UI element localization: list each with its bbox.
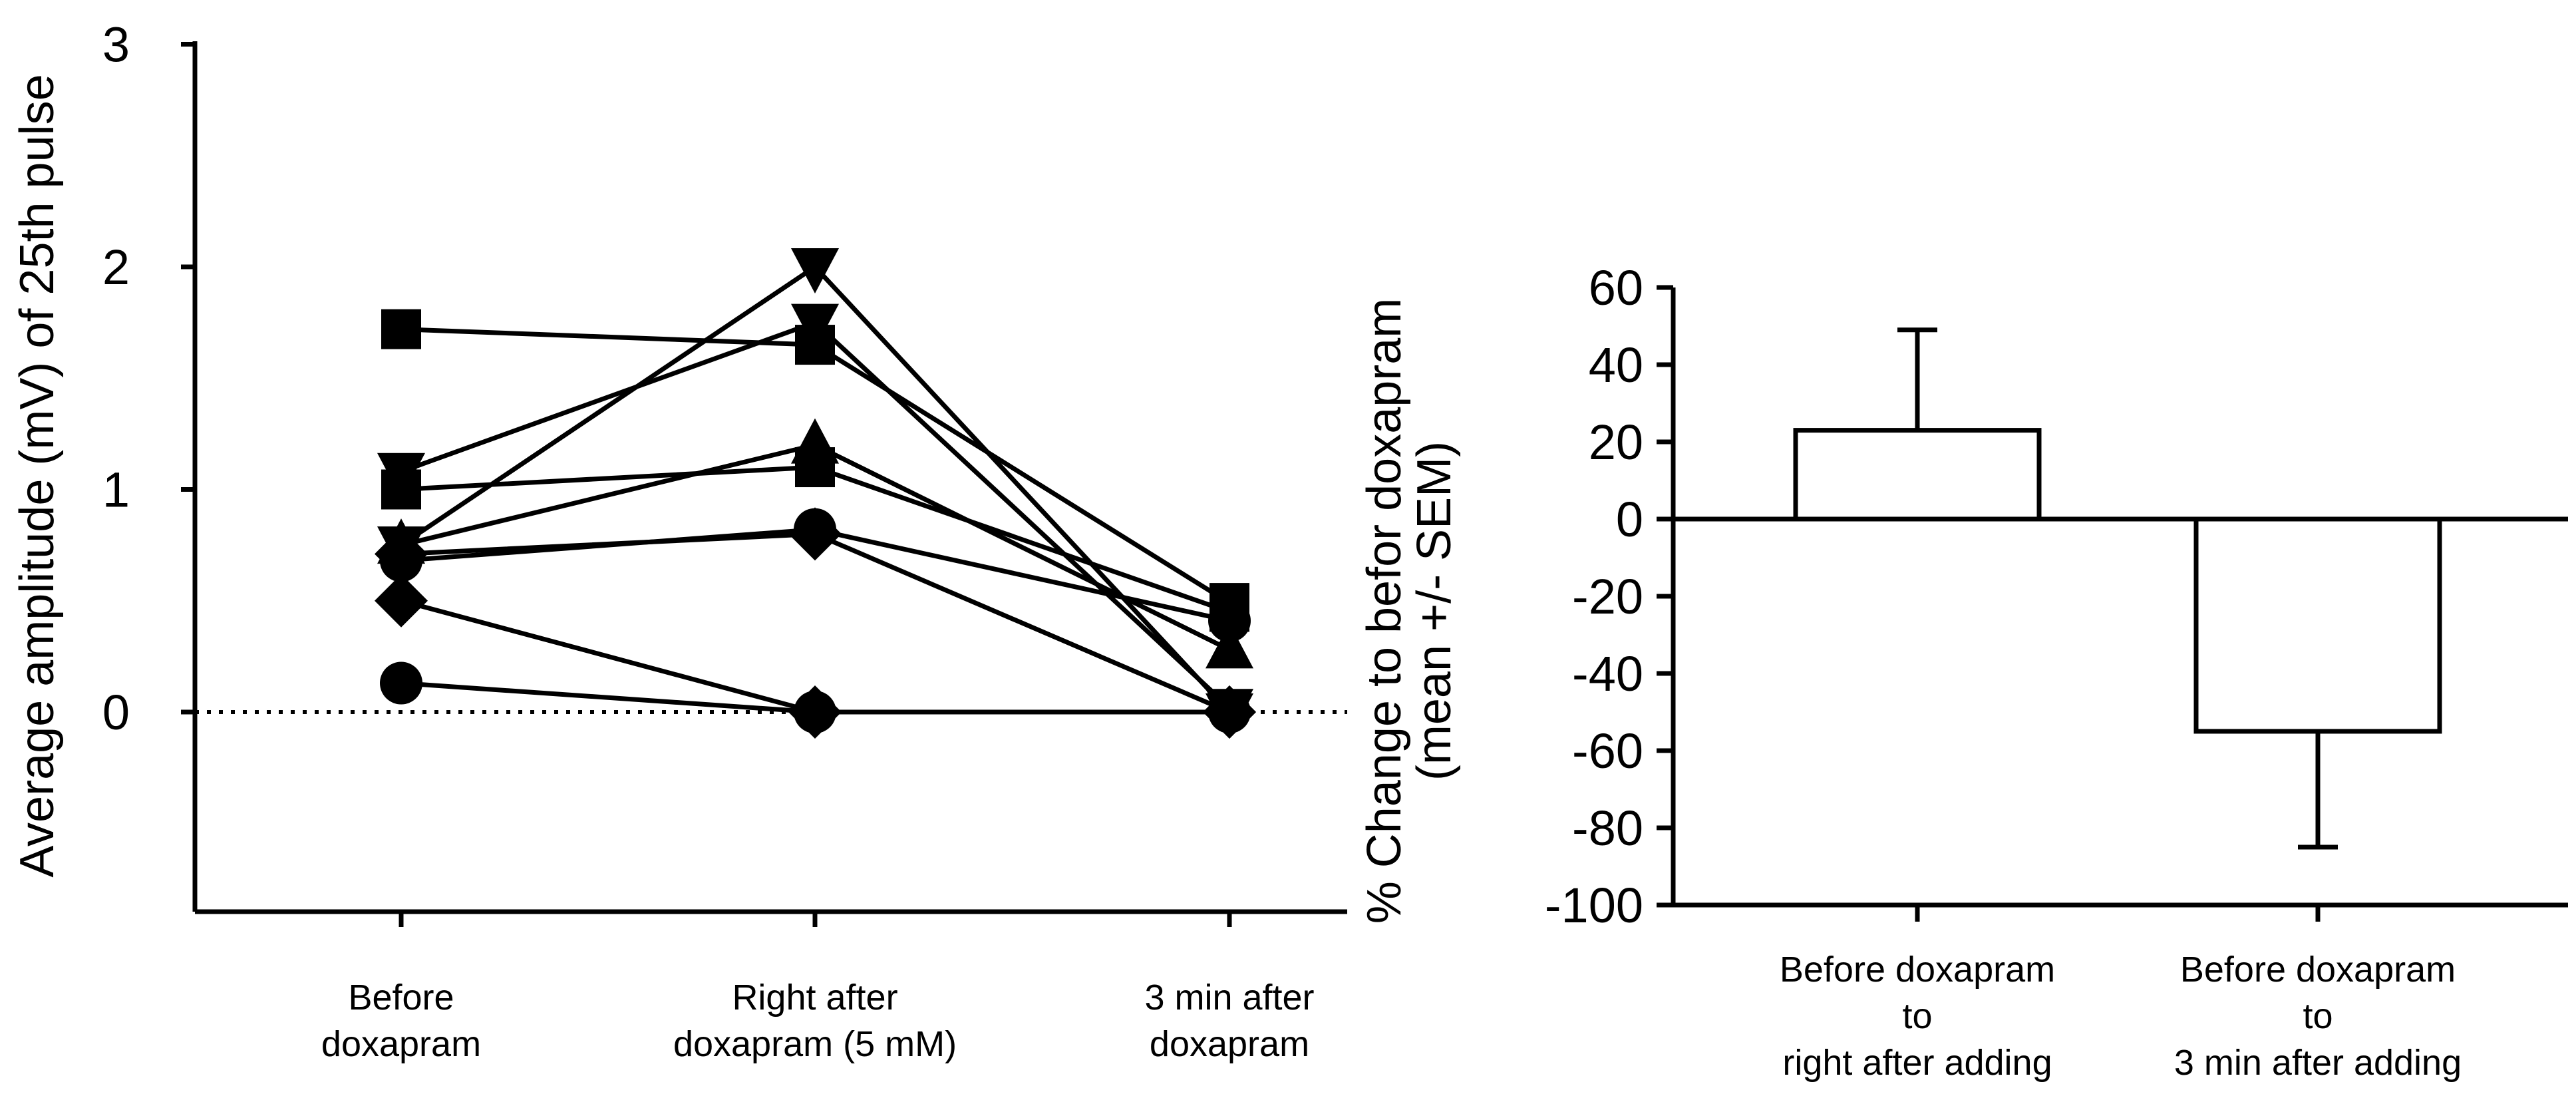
left-y-axis-title: Average amplitude (mV) of 25th pulse [11,74,64,877]
right-y-tick-label: 20 [1589,415,1643,470]
left-y-ticks: 0 1 2 3 [102,17,195,740]
left-x-category-label: Right after [732,978,897,1017]
right-y-tick-label: -60 [1572,723,1643,779]
triangle-up-marker [791,418,839,464]
left-y-tick-label: 0 [102,685,130,740]
diamond-marker [375,527,428,581]
right-panel-chart: % Change to befor doxapram (mean +/- SEM… [1358,260,2568,1083]
series-line-cell-7 [401,531,1231,715]
left-x-category-label: doxapram (5 mM) [673,1024,957,1064]
right-x-category-label: to [1902,996,1932,1036]
left-x-category-label: 3 min after [1144,978,1314,1017]
left-x-category-label: doxapram [1150,1024,1309,1064]
diamond-marker [788,507,842,561]
circle-marker [380,661,422,705]
bar-2 [2193,516,2442,734]
bar-1 [1793,428,2042,522]
right-x-category-label: Before doxapram [1780,950,2055,990]
triangle-down-marker [791,248,839,293]
right-y-tick-label: -80 [1572,801,1643,856]
triangle-down-marker [377,453,425,498]
left-y-tick-label: 3 [102,17,130,73]
square-marker [381,309,421,349]
left-series-markers [375,248,1256,739]
triangle-up-marker [1206,623,1253,669]
circle-marker [794,691,836,733]
right-x-category-label: Before doxapram [2180,950,2456,990]
right-y-tick-label: 40 [1589,337,1643,393]
right-x-categories: Before doxapram to right after adding Befor… [1780,905,2462,1083]
left-y-tick-label: 1 [102,462,130,518]
left-x-category-label: doxapram [321,1024,481,1064]
right-x-category-label: 3 min after adding [2174,1043,2462,1083]
left-y-tick-label: 2 [102,240,130,295]
right-y-axis-title-line2: (mean +/- SEM) [1408,441,1461,781]
right-y-axis-title-line1: % Change to befor doxapram [1358,298,1411,924]
left-x-category-label: Before [348,978,454,1017]
right-bars [1793,327,2442,850]
circle-marker [1208,691,1251,733]
right-x-category-label: right after adding [1782,1043,2052,1083]
diamond-marker [375,574,428,628]
circle-marker [1208,599,1251,642]
left-x-categories: Before doxapram Right after doxapram (5 mM)… [321,912,1315,1064]
left-panel-chart: Average amplitude (mV) of 25th pulse 0 1 2… [11,17,1347,1064]
triangle-down-marker [791,303,839,349]
right-y-tick-label: -20 [1572,569,1643,624]
right-y-ticks: 60 40 20 0 -20 -40 -60 -80 -100 [1545,260,1673,933]
right-y-tick-label: -100 [1545,878,1643,933]
right-y-tick-label: 60 [1589,260,1643,315]
right-y-tick-label: -40 [1572,646,1643,701]
right-y-tick-label: 0 [1616,492,1643,547]
right-x-category-label: to [2303,996,2333,1036]
